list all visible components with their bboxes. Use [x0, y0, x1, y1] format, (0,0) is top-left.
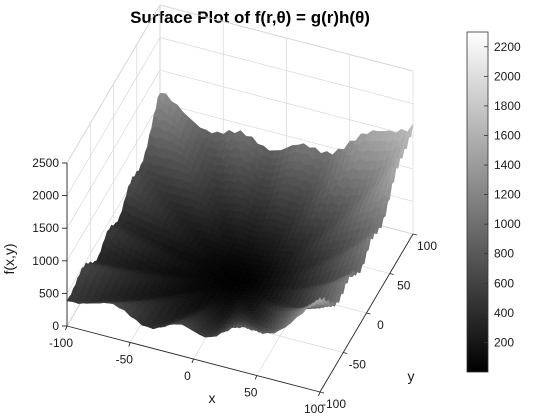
z-tick-label: 2000 [32, 189, 59, 203]
colorbar-tick-labels: 200 400 600 800 1000 1200 1400 1600 1800 2000 2200 [484, 40, 521, 349]
x-tick-label: -50 [116, 353, 134, 367]
x-tick-mark [65, 325, 68, 331]
colorbar-gradient [466, 31, 489, 373]
colorbar-tick-label: 600 [494, 276, 514, 290]
x-axis-label: x [209, 390, 216, 406]
z-tick-label: 1000 [32, 254, 59, 268]
colorbar-tick-label: 400 [494, 306, 514, 320]
z-tick-label: 500 [39, 286, 59, 300]
x-tick-label: 0 [184, 369, 191, 383]
colorbar-tick-label: 800 [494, 247, 514, 261]
z-tick-label: 2500 [32, 156, 59, 170]
y-tick-label: -50 [349, 358, 367, 372]
chart-title: Surface Plot of f(r,θ) = g(r)h(θ) [130, 8, 370, 27]
colorbar-tick-label: 1000 [494, 217, 521, 231]
x-tick-mark [318, 391, 321, 397]
x-tick-mark [128, 342, 131, 347]
colorbar-tick-label: 1800 [494, 99, 521, 113]
z-tick-label: 1500 [32, 221, 59, 235]
y-tick-mark [389, 273, 394, 275]
axes-front-edges [62, 162, 418, 397]
colorbar-tick-label: 2000 [494, 69, 521, 83]
colorbar-tick-label: 2200 [494, 40, 521, 54]
y-tick-label: 50 [397, 279, 411, 293]
z-tick-labels: 0 500 1000 1500 2000 2500 [32, 156, 59, 333]
x-tick-labels: -100 -50 0 50 100 [49, 336, 324, 416]
surface-patch [404, 123, 414, 138]
surface-mesh [66, 92, 414, 338]
x-tick-label: 100 [304, 402, 324, 416]
y-tick-mark [366, 312, 371, 315]
x-tick-mark [254, 375, 258, 380]
colorbar-tick-label: 200 [494, 335, 514, 349]
x-tick-label: -100 [49, 336, 73, 350]
colorbar-tick-label: 1200 [494, 188, 521, 202]
y-tick-mark [412, 233, 418, 236]
y-tick-mark [319, 391, 325, 394]
x-tick-label: 50 [244, 386, 258, 400]
y-axis-label: y [408, 368, 415, 384]
surface-patch [314, 297, 323, 306]
colorbar-tick-label: 1600 [494, 128, 521, 142]
y-tick-label: 100 [417, 239, 437, 253]
y-tick-label: 0 [377, 318, 384, 332]
colorbar: 200 400 600 800 1000 1200 1400 1600 1800 2000 2200 [466, 31, 521, 373]
z-tick-label: 0 [52, 319, 59, 333]
y-tick-label: -100 [322, 397, 346, 411]
colorbar-tick-label: 1400 [494, 158, 521, 172]
y-tick-mark [343, 352, 348, 354]
x-tick-mark [191, 358, 194, 364]
z-axis-label: f(x,y) [1, 243, 17, 274]
y-tick-labels: -100 -50 0 50 100 [322, 239, 437, 411]
